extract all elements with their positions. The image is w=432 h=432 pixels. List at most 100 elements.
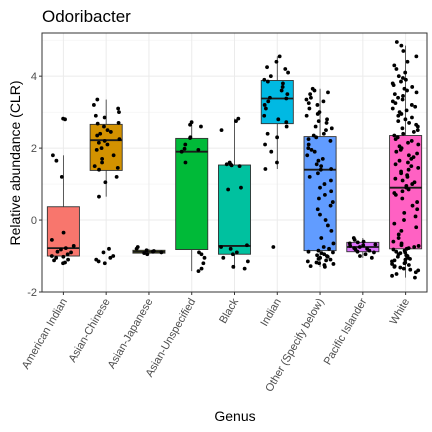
data-point [355, 249, 360, 254]
data-point [324, 121, 329, 125]
data-point [401, 94, 405, 98]
data-point [236, 116, 241, 121]
data-point [49, 254, 54, 258]
y-tick-label: -2 [27, 287, 37, 299]
data-point [396, 113, 401, 118]
data-point [324, 258, 329, 263]
box-group [132, 245, 166, 257]
x-axis: American IndianAsian-ChineseAsian-Japane… [20, 292, 412, 394]
data-point [410, 203, 415, 208]
data-point [411, 130, 416, 134]
data-point [326, 90, 330, 95]
data-point [285, 92, 290, 97]
data-point [96, 259, 101, 264]
data-point [400, 196, 405, 201]
data-point [328, 257, 333, 262]
data-point [265, 131, 270, 136]
data-point [95, 121, 100, 126]
chart-title: Odoribacter [42, 7, 131, 26]
box [260, 80, 294, 125]
data-point [390, 262, 394, 266]
x-tick-label: White [388, 297, 412, 327]
data-point [59, 174, 64, 179]
data-point [316, 171, 320, 176]
data-point [413, 214, 418, 219]
data-point [390, 106, 395, 111]
data-point [329, 167, 334, 171]
data-point [403, 257, 408, 262]
data-point [316, 158, 321, 163]
data-point [369, 255, 374, 260]
data-point [402, 261, 407, 266]
data-point [399, 228, 404, 233]
data-point [402, 218, 406, 222]
data-point [317, 196, 321, 201]
data-point [312, 149, 317, 154]
data-point [325, 117, 329, 122]
data-point [102, 115, 107, 120]
data-point [396, 95, 400, 100]
y-axis-title: Relative abundance (CLR) [7, 81, 23, 246]
data-point [318, 212, 322, 217]
data-point [398, 265, 403, 270]
data-point [286, 70, 290, 75]
data-point [61, 230, 66, 235]
data-point [105, 142, 110, 147]
data-point [52, 258, 56, 263]
data-point [416, 244, 421, 248]
data-point [408, 257, 412, 261]
data-point [108, 255, 113, 260]
data-point [101, 250, 106, 255]
data-point [159, 250, 164, 255]
data-point [92, 164, 97, 168]
data-point [234, 250, 239, 255]
data-point [404, 108, 409, 113]
data-point [406, 263, 411, 267]
data-point [398, 148, 403, 152]
data-point [111, 254, 116, 258]
data-point [325, 254, 330, 259]
data-point [358, 254, 362, 258]
data-point [65, 252, 70, 257]
data-point [416, 165, 421, 170]
data-point [400, 97, 405, 102]
data-point [402, 210, 407, 215]
data-point [391, 247, 396, 252]
data-point [49, 237, 54, 242]
box [303, 136, 337, 252]
data-point [407, 121, 412, 125]
data-point [396, 74, 401, 79]
data-point [393, 162, 398, 167]
data-point [219, 245, 223, 249]
data-point [305, 153, 310, 158]
data-point [105, 128, 110, 133]
data-point [361, 243, 366, 248]
data-point [66, 257, 70, 262]
data-point [114, 174, 119, 179]
data-point [318, 167, 323, 172]
data-point [392, 92, 397, 97]
data-point [219, 128, 224, 133]
data-point [306, 101, 311, 106]
data-point [399, 112, 404, 116]
data-point [183, 142, 188, 147]
data-point [405, 88, 409, 93]
data-point [373, 242, 378, 247]
data-point [312, 88, 317, 93]
data-point [393, 101, 398, 106]
data-point [315, 207, 320, 212]
box [175, 137, 209, 251]
data-point [367, 248, 372, 253]
data-point [329, 126, 334, 131]
data-point [409, 103, 414, 107]
plot-area [41, 32, 428, 293]
data-point [145, 252, 150, 257]
data-point [283, 67, 288, 71]
data-point [277, 54, 282, 59]
data-point [196, 269, 201, 274]
data-point [352, 237, 357, 242]
data-point [413, 270, 418, 275]
data-point [115, 165, 120, 170]
data-point [399, 79, 403, 84]
data-point [51, 153, 55, 158]
